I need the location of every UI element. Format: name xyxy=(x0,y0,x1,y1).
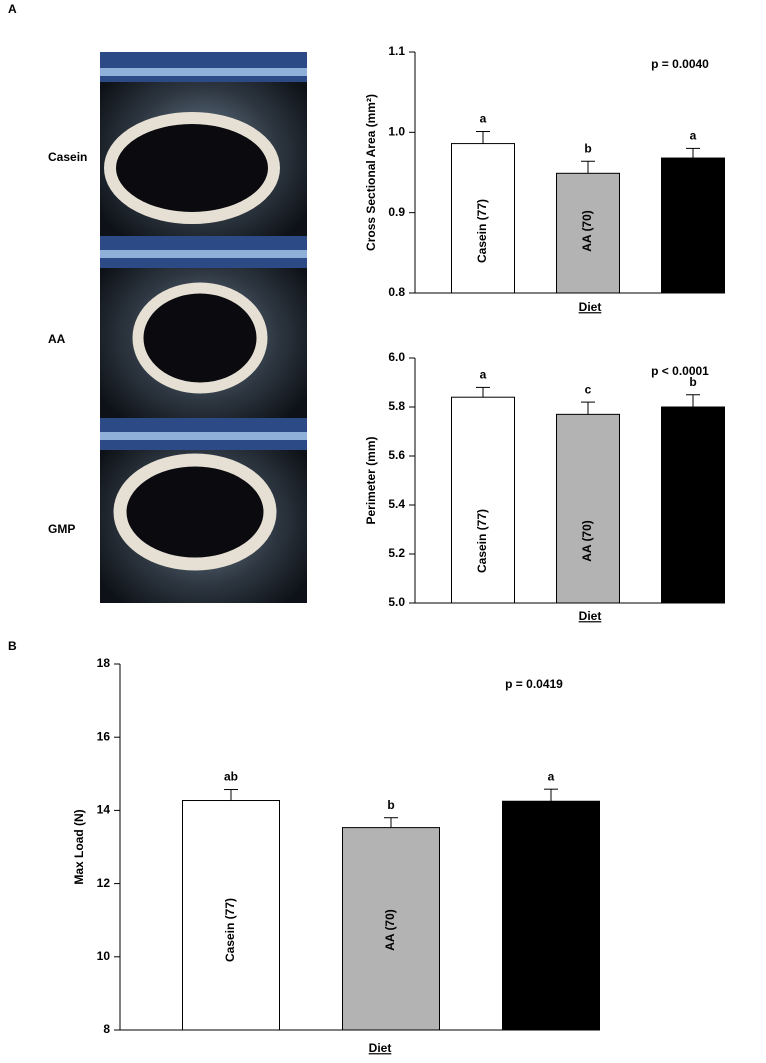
y-tick-label: 5.0 xyxy=(388,595,405,609)
photo xyxy=(100,418,307,603)
photo-label: AA xyxy=(48,332,66,346)
x-axis-label: Diet xyxy=(369,1041,392,1055)
category-label: Casein (77) xyxy=(475,199,489,263)
bar xyxy=(342,827,440,1031)
bar xyxy=(451,396,515,604)
significance-label: b xyxy=(584,141,591,155)
y-axis-label: Cross Sectional Area (mm²) xyxy=(364,94,378,251)
category-label: GMP (68) xyxy=(685,205,699,257)
significance-label: b xyxy=(689,375,696,389)
y-tick-label: 10 xyxy=(97,949,111,963)
annotation: p = 0.0040 xyxy=(651,57,709,71)
photo xyxy=(100,52,307,236)
x-axis-label: Diet xyxy=(579,300,602,314)
significance-label: ab xyxy=(224,770,238,784)
bar xyxy=(451,143,515,294)
y-tick-label: 16 xyxy=(97,729,111,743)
significance-label: a xyxy=(480,368,487,382)
panel-label: B xyxy=(8,639,17,653)
significance-label: b xyxy=(387,798,394,812)
y-tick-label: 1.0 xyxy=(388,125,405,139)
y-tick-label: 5.2 xyxy=(388,546,405,560)
category-label: Casein (77) xyxy=(475,509,489,573)
bar xyxy=(556,413,620,604)
photo-label: Casein xyxy=(48,150,87,164)
category-label: GMP (68) xyxy=(685,515,699,567)
annotation: p = 0.0419 xyxy=(505,677,563,691)
photo xyxy=(100,236,307,418)
annotation: p < 0.0001 xyxy=(651,364,709,378)
photo-label: GMP xyxy=(48,522,75,536)
bar xyxy=(502,800,600,1031)
significance-label: a xyxy=(690,129,697,143)
significance-label: a xyxy=(480,112,487,126)
category-label: AA (70) xyxy=(383,909,397,951)
bar xyxy=(182,800,280,1031)
y-axis-label: Perimeter (mm) xyxy=(364,436,378,524)
category-label: AA (70) xyxy=(580,520,594,562)
y-tick-label: 0.9 xyxy=(388,205,405,219)
bar xyxy=(556,172,620,294)
y-tick-label: 5.6 xyxy=(388,448,405,462)
y-tick-label: 18 xyxy=(97,656,111,670)
y-tick-label: 0.8 xyxy=(388,285,405,299)
y-tick-label: 12 xyxy=(97,876,111,890)
y-tick-label: 14 xyxy=(97,803,111,817)
y-tick-label: 6.0 xyxy=(388,350,405,364)
bar xyxy=(661,157,725,294)
panel-label: A xyxy=(8,2,17,16)
y-tick-label: 1.1 xyxy=(388,44,405,58)
y-tick-label: 5.4 xyxy=(388,497,405,511)
significance-label: c xyxy=(585,382,592,396)
y-axis-label: Max Load (N) xyxy=(72,809,86,884)
category-label: Casein (77) xyxy=(223,898,237,962)
x-axis-label: Diet xyxy=(579,609,602,623)
bar xyxy=(661,406,725,604)
significance-label: a xyxy=(548,769,555,783)
y-tick-label: 5.8 xyxy=(388,399,405,413)
y-tick-label: 8 xyxy=(103,1022,110,1036)
category-label: AA (70) xyxy=(580,210,594,252)
category-label: GMP (68) xyxy=(543,904,557,956)
